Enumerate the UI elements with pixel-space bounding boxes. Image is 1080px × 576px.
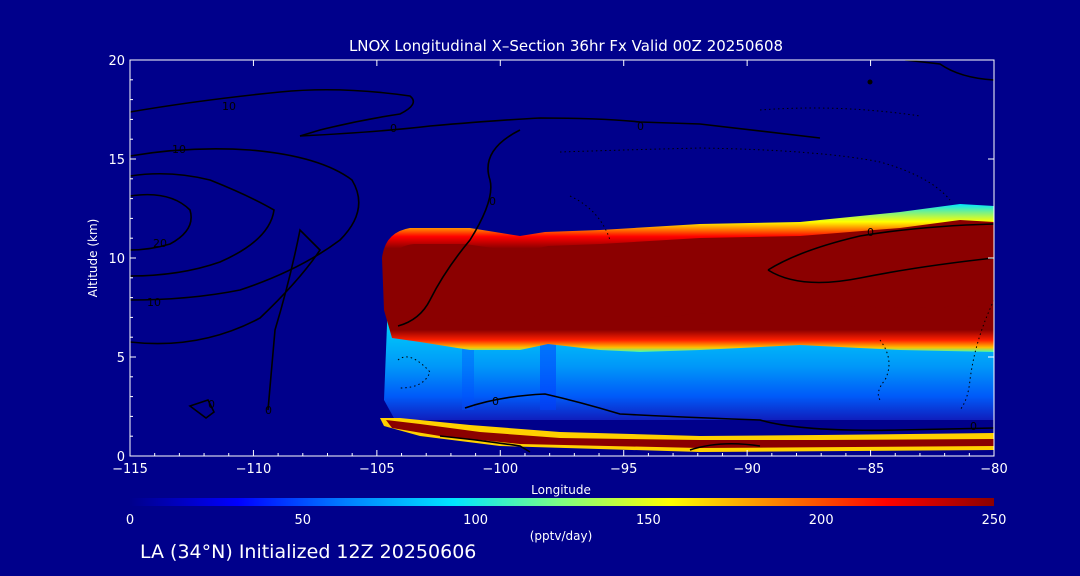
contour-line [464, 393, 994, 432]
contour-label: 0 [637, 120, 644, 133]
contour-label: 10 [172, 143, 186, 156]
contour-label: 10 [222, 100, 236, 113]
y-tick-label: 20 [108, 54, 125, 69]
x-axis: −115 −110 −105 −100 −95 −90 −85 −80 [112, 60, 1008, 477]
x-axis-label: Longitude [531, 483, 591, 497]
lower-layer-core [386, 420, 994, 448]
x-tick-label: −95 [610, 462, 637, 477]
dotted-contour [877, 339, 890, 401]
y-tick-label: 10 [108, 252, 125, 267]
contour-label: 0 [208, 398, 215, 411]
contour-label: 10 [147, 296, 161, 309]
colorbar-label: (pptv/day) [530, 529, 593, 543]
contour-line [299, 117, 821, 139]
contour-line [689, 442, 761, 451]
contour-label: 0 [390, 122, 397, 135]
contour-dot [867, 79, 873, 85]
contour-label: 0 [970, 420, 977, 433]
contour-line [130, 193, 192, 251]
upper-layer-core [392, 220, 994, 322]
contour-line [130, 88, 415, 137]
contour-line [767, 257, 994, 284]
contour-line [130, 228, 322, 411]
contour-line [130, 172, 275, 277]
contour-label: 20 [153, 237, 167, 250]
dotted-contours [397, 107, 994, 411]
y-axis-label: Altitude (km) [86, 219, 100, 298]
contour-line [188, 399, 216, 419]
contours [130, 60, 994, 453]
x-tick-label: −80 [980, 462, 1007, 477]
contour-labels: 10 0 10 20 10 0 0 0 0 0 0 0 [147, 100, 977, 433]
y-tick-label: 0 [117, 450, 125, 465]
contour-label: 0 [492, 395, 499, 408]
colorbar-ticks: 0 50 100 150 200 250 [126, 513, 1007, 528]
x-tick-label: −110 [236, 462, 272, 477]
x-tick-label: −85 [857, 462, 884, 477]
footer-caption: LA (34°N) Initialized 12Z 20250606 [140, 541, 477, 563]
y-tick-label: 5 [117, 351, 125, 366]
dotted-contour [569, 195, 611, 241]
colorbar-tick-label: 0 [126, 513, 134, 528]
x-tick-label: −115 [112, 462, 148, 477]
y-tick-label: 15 [108, 153, 125, 168]
x-tick-label: −100 [482, 462, 518, 477]
contour-label: 0 [867, 226, 874, 239]
contour-label: 0 [265, 404, 272, 417]
contour-label: 0 [489, 195, 496, 208]
colorbar [130, 498, 994, 506]
dotted-contour [759, 107, 921, 117]
shaded-field [380, 204, 994, 452]
x-tick-label: −90 [733, 462, 760, 477]
contour-line [439, 435, 531, 453]
colorbar-tick-label: 200 [809, 513, 834, 528]
dotted-contour [959, 299, 994, 411]
contour-line [397, 129, 521, 327]
colorbar-tick-label: 150 [636, 513, 661, 528]
y-axis: 0 5 10 15 20 [108, 54, 994, 465]
chart-title: LNOX Longitudinal X–Section 36hr Fx Vali… [349, 37, 783, 55]
colorbar-tick-label: 250 [982, 513, 1007, 528]
x-tick-label: −105 [359, 462, 395, 477]
colorbar-tick-label: 100 [463, 513, 488, 528]
contour-line [904, 60, 994, 81]
colorbar-tick-label: 50 [295, 513, 312, 528]
contour-line [767, 223, 994, 271]
contour-line [130, 148, 360, 301]
